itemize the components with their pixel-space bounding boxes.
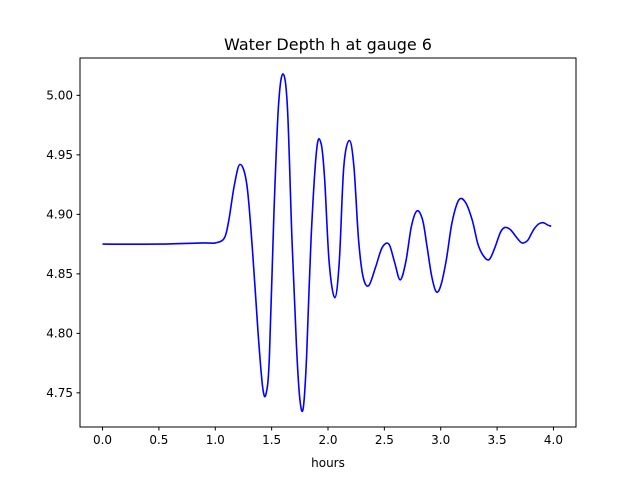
x-axis: 0.0 0.5 1.0 1.5 2.0 2.5 3.0 3.5 4.0 [93, 427, 563, 447]
x-tick-label: 4.0 [544, 433, 563, 447]
x-tick-label: 0.0 [93, 433, 112, 447]
series-line-water-depth [102, 73, 552, 413]
y-tick-label: 4.85 [46, 267, 73, 281]
x-tick-label: 3.5 [488, 433, 507, 447]
x-tick-label: 0.5 [149, 433, 168, 447]
axes-frame [79, 57, 577, 428]
x-tick-label: 1.5 [262, 433, 281, 447]
y-tick-label: 4.95 [46, 148, 73, 162]
y-tick-label: 4.90 [46, 208, 73, 222]
x-tick-label: 1.0 [206, 433, 225, 447]
x-tick-label: 2.5 [375, 433, 394, 447]
y-axis: 4.75 4.80 4.85 4.90 4.95 5.00 [46, 89, 80, 400]
y-tick-label: 4.75 [46, 386, 73, 400]
x-axis-label: hours [311, 456, 345, 470]
plot-area [102, 73, 552, 413]
y-tick-label: 5.00 [46, 89, 73, 103]
x-tick-label: 3.0 [431, 433, 450, 447]
x-tick-label: 2.0 [318, 433, 337, 447]
y-tick-label: 4.80 [46, 327, 73, 341]
chart-title: Water Depth h at gauge 6 [224, 35, 432, 54]
